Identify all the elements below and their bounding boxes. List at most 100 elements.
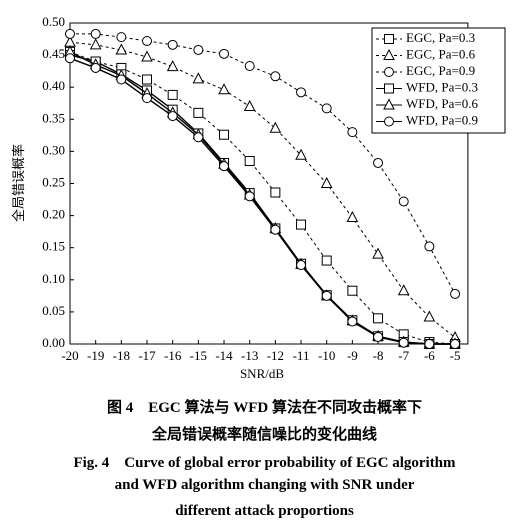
marker bbox=[193, 44, 204, 55]
x-tick-label: -15 bbox=[190, 348, 207, 363]
marker bbox=[296, 260, 307, 271]
marker bbox=[142, 74, 153, 85]
marker bbox=[373, 313, 384, 324]
marker bbox=[270, 187, 281, 198]
marker bbox=[65, 28, 75, 39]
caption-cn-1: 图 4 EGC 算法与 WFD 算法在不同攻击概率下 bbox=[106, 400, 422, 416]
marker bbox=[424, 339, 435, 349]
marker bbox=[347, 285, 358, 296]
marker bbox=[320, 176, 333, 188]
x-tick-label: -7 bbox=[398, 348, 409, 363]
x-tick-label: -9 bbox=[347, 348, 358, 363]
marker bbox=[423, 310, 436, 322]
caption-cn-2: 全局错误概率随信噪比的变化曲线 bbox=[151, 427, 377, 443]
marker bbox=[116, 32, 127, 43]
legend-label: WFD, Pa=0.3 bbox=[406, 79, 478, 94]
x-tick-label: -19 bbox=[87, 348, 104, 363]
y-tick-label: 0.45 bbox=[42, 46, 65, 61]
marker bbox=[244, 156, 255, 167]
x-tick-label: -16 bbox=[164, 348, 182, 363]
marker bbox=[244, 191, 255, 202]
x-tick-label: -10 bbox=[318, 348, 335, 363]
x-tick-label: -13 bbox=[241, 348, 258, 363]
marker bbox=[373, 331, 384, 342]
caption-en-1: Fig. 4 Curve of global error probability… bbox=[73, 455, 456, 471]
marker bbox=[450, 339, 461, 349]
legend-label: WFD, Pa=0.6 bbox=[406, 96, 478, 111]
marker bbox=[218, 83, 230, 95]
y-tick-label: 0.50 bbox=[42, 14, 65, 29]
y-tick-label: 0.05 bbox=[42, 303, 65, 318]
x-tick-label: -17 bbox=[138, 348, 156, 363]
marker bbox=[90, 28, 101, 39]
y-tick-label: 0.25 bbox=[42, 174, 65, 189]
x-tick-label: -8 bbox=[373, 348, 384, 363]
x-tick-label: -18 bbox=[113, 348, 130, 363]
marker bbox=[166, 60, 179, 72]
y-tick-label: 0.00 bbox=[42, 335, 65, 350]
marker bbox=[192, 72, 205, 84]
marker bbox=[219, 48, 230, 59]
marker bbox=[384, 83, 394, 94]
x-tick-label: -14 bbox=[215, 348, 233, 363]
legend-label: WFD, Pa=0.9 bbox=[406, 112, 478, 127]
marker bbox=[424, 241, 435, 252]
marker bbox=[243, 99, 256, 111]
marker bbox=[346, 210, 359, 223]
marker bbox=[142, 35, 153, 46]
marker bbox=[219, 161, 230, 172]
marker bbox=[269, 121, 282, 133]
marker bbox=[116, 74, 127, 85]
marker bbox=[270, 71, 281, 82]
marker bbox=[450, 288, 461, 299]
marker bbox=[193, 107, 204, 118]
marker bbox=[398, 196, 409, 207]
marker bbox=[384, 67, 394, 77]
marker bbox=[65, 53, 75, 64]
x-axis-label: SNR/dB bbox=[240, 366, 284, 381]
marker bbox=[347, 127, 358, 138]
marker bbox=[167, 89, 178, 100]
caption-en-3: different attack proportions bbox=[175, 503, 354, 519]
marker bbox=[244, 61, 255, 72]
x-tick-label: -20 bbox=[61, 348, 78, 363]
series-line bbox=[69, 51, 456, 345]
series-line bbox=[69, 57, 456, 345]
y-tick-label: 0.35 bbox=[42, 110, 65, 125]
legend-label: EGC, Pa=0.6 bbox=[406, 46, 476, 61]
y-tick-label: 0.10 bbox=[42, 271, 65, 286]
marker bbox=[270, 224, 281, 235]
marker bbox=[167, 39, 178, 50]
marker bbox=[384, 34, 394, 44]
x-tick-label: -12 bbox=[267, 348, 284, 363]
y-tick-label: 0.30 bbox=[42, 142, 65, 157]
marker bbox=[383, 98, 395, 110]
marker bbox=[398, 337, 409, 348]
y-tick-label: 0.20 bbox=[42, 207, 65, 222]
y-tick-label: 0.40 bbox=[42, 78, 65, 93]
marker bbox=[372, 247, 384, 259]
marker bbox=[142, 93, 153, 104]
marker bbox=[167, 111, 178, 122]
marker bbox=[115, 43, 128, 55]
marker bbox=[321, 103, 332, 114]
marker bbox=[384, 116, 394, 127]
marker bbox=[321, 290, 332, 301]
marker bbox=[397, 284, 410, 296]
x-tick-label: -5 bbox=[450, 348, 461, 363]
legend-label: EGC, Pa=0.9 bbox=[406, 63, 475, 78]
y-tick-label: 0.15 bbox=[42, 239, 65, 254]
x-tick-label: -11 bbox=[293, 348, 310, 363]
marker bbox=[321, 255, 332, 266]
marker bbox=[141, 50, 153, 62]
legend-label: EGC, Pa=0.3 bbox=[406, 30, 475, 45]
marker bbox=[296, 219, 307, 230]
marker bbox=[90, 62, 101, 73]
legend-box bbox=[371, 27, 506, 134]
marker bbox=[373, 157, 384, 168]
caption-en-2: and WFD algorithm changing with SNR unde… bbox=[114, 477, 415, 493]
marker bbox=[347, 316, 358, 327]
y-axis-label: 全局错误概率 bbox=[11, 144, 26, 222]
marker bbox=[89, 38, 102, 50]
